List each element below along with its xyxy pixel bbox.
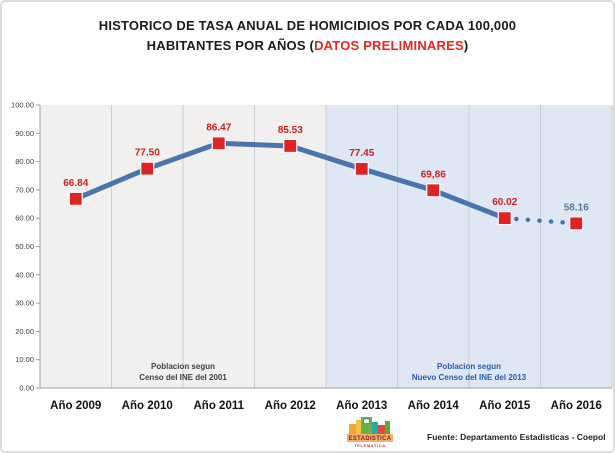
x-axis-label: Año 2011 [194, 400, 245, 412]
chart-title-line2: HABITANTES POR AÑOS (DATOS PRELIMINARES) [2, 36, 613, 56]
data-point-marker [354, 161, 369, 176]
data-point-marker [426, 183, 441, 198]
trend-line-dotted-projection [502, 215, 579, 226]
logo-bar [378, 425, 385, 434]
logo-bar [361, 417, 372, 434]
logo-bar [349, 424, 356, 434]
y-axis-tick-label: 60.00 [15, 214, 34, 223]
x-axis-label: Año 2015 [479, 400, 531, 412]
y-axis-tick-label: 70.00 [15, 185, 34, 194]
data-point-label: 77.45 [349, 148, 374, 159]
data-point-label: 58.16 [564, 202, 589, 213]
y-axis-tick-label: 30.00 [15, 299, 34, 308]
source-note-label: Fuente [427, 432, 455, 442]
y-axis-tick-label: 50.00 [15, 242, 34, 251]
logo-bar [385, 421, 390, 434]
logo-text-telematica: TELEMATICA [354, 443, 385, 448]
data-point-marker [497, 211, 512, 226]
x-axis-label: Año 2010 [122, 400, 173, 412]
source-note: Fuente: Departamento Estadisticas - Coep… [427, 432, 606, 442]
data-point-label: 69,86 [421, 169, 446, 180]
y-axis-tick-label: 90.00 [15, 129, 34, 138]
logo-screen [363, 418, 370, 424]
data-point-marker [283, 138, 298, 154]
x-axis-label: Año 2014 [408, 400, 460, 412]
y-axis-tick-label: 80.00 [15, 157, 34, 166]
region-annotation-line1: Poblacion segun [437, 362, 501, 371]
x-axis-label: Año 2012 [265, 400, 316, 412]
y-axis-tick-label: 20.00 [15, 327, 34, 336]
y-axis-tick-label: 100.00 [11, 101, 34, 110]
region-annotation-line1: Poblacion segun [151, 362, 215, 371]
y-axis-tick-label: 10.00 [15, 355, 34, 364]
x-axis-label: Año 2013 [336, 400, 387, 412]
y-axis-tick-label: 0.00 [19, 384, 34, 393]
data-point-label: 60.02 [492, 197, 517, 208]
x-axis-label: Año 2009 [50, 400, 101, 412]
data-point-label: 85.53 [278, 125, 303, 136]
logo-bar [356, 420, 361, 434]
x-axis-label: Año 2016 [551, 400, 602, 412]
data-point-marker [68, 191, 83, 206]
chart-title-line2-suffix: ) [463, 38, 469, 53]
chart-title: HISTORICO DE TASA ANUAL DE HOMICIDIOS PO… [2, 16, 613, 56]
data-point-label: 66.84 [63, 178, 88, 189]
y-axis-tick-label: 40.00 [15, 270, 34, 279]
data-point-marker [211, 136, 226, 151]
chart-title-highlight: DATOS PRELIMINARES [314, 38, 464, 53]
estadistica-telematica-logo: ESTADISTICA TELEMATICA [347, 417, 393, 448]
logo-text-estadistica: ESTADISTICA [349, 436, 392, 442]
data-point-label: 86.47 [206, 122, 231, 133]
logo-banner [347, 434, 393, 442]
region-annotation-line2: Censo del INE del 2001 [139, 373, 227, 382]
logo-bar [372, 422, 378, 434]
data-point-marker [569, 216, 584, 231]
data-point-marker [140, 161, 155, 176]
region-annotation-line2: Nuevo Censo del INE del 2013 [412, 373, 527, 382]
data-point-label: 77.50 [135, 148, 160, 159]
chart-title-line2-prefix: HABITANTES POR AÑOS ( [146, 38, 315, 53]
chart-title-line1: HISTORICO DE TASA ANUAL DE HOMICIDIOS PO… [98, 18, 517, 33]
source-note-text: : Departamento Estadisticas - Coepol [454, 432, 606, 442]
